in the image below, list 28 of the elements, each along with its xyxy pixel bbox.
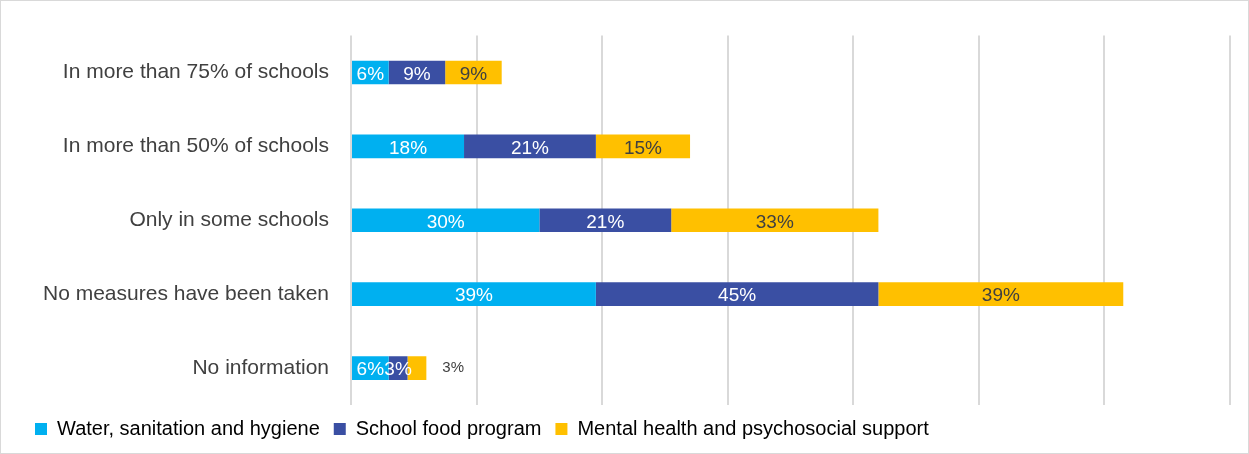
y-tick-label: No information	[192, 354, 330, 378]
data-label: 30%	[426, 210, 465, 232]
bar	[671, 208, 879, 233]
data-label: 21%	[510, 136, 550, 158]
bar	[352, 282, 596, 306]
data-label: 21%	[586, 210, 625, 232]
legend-label: School food program	[355, 416, 542, 439]
data-label: 15%	[623, 136, 663, 158]
bar	[595, 282, 879, 306]
data-label: 9%	[459, 62, 488, 84]
data-label: 6%	[356, 358, 385, 380]
legend-label: Mental health and psychosocial support	[577, 416, 930, 439]
y-tick-label: No measures have been taken	[43, 280, 330, 304]
data-label: 18%	[389, 136, 428, 158]
y-tick-label: In more than 50% of schools	[62, 133, 330, 157]
data-label: 45%	[718, 284, 757, 306]
legend-label: Water, sanitation and hygiene	[57, 416, 320, 439]
data-label: 6%	[356, 62, 385, 84]
y-tick-label: In more than 75% of schools	[62, 59, 330, 83]
data-label: 33%	[755, 210, 794, 232]
data-label: 39%	[981, 284, 1020, 306]
bar	[352, 208, 540, 233]
y-tick-label: Only in some schools	[129, 207, 330, 231]
data-label: 9%	[403, 62, 431, 84]
bar	[878, 282, 1124, 306]
data-label: 39%	[454, 284, 494, 306]
bar	[539, 208, 672, 233]
data-label: 3%	[442, 358, 465, 376]
